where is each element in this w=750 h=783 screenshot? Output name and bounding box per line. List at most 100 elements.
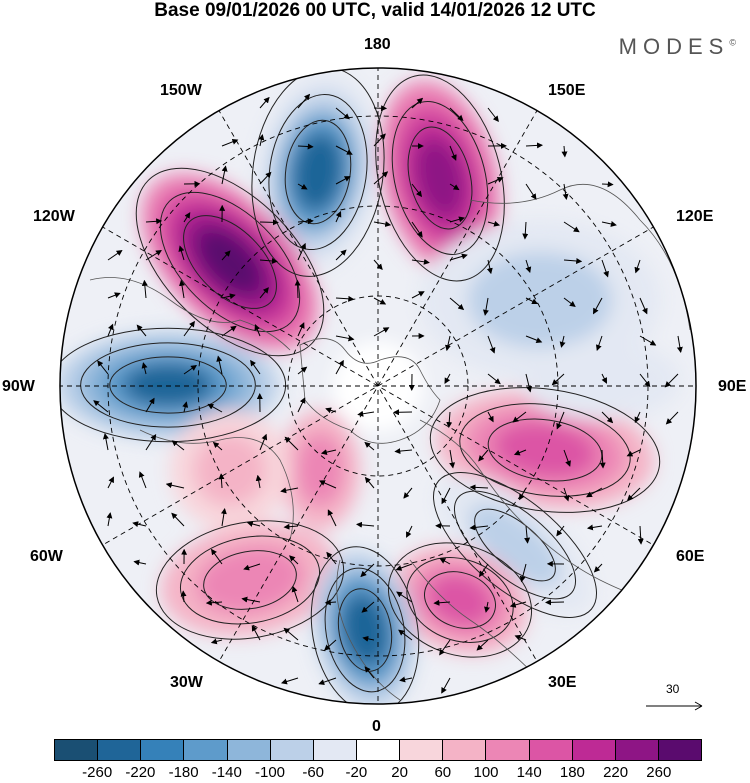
- wind-arrow: [373, 221, 392, 227]
- wind-arrow: [297, 242, 306, 261]
- wind-arrow: [563, 297, 576, 307]
- contour-line: [159, 191, 301, 333]
- wind-arrow: [561, 145, 568, 158]
- wind-arrow: [525, 183, 537, 200]
- wind-arrow: [280, 677, 299, 685]
- wind-arrow: [449, 183, 460, 191]
- wind-arrow: [394, 448, 413, 455]
- wind-arrow: [487, 107, 499, 123]
- wind-arrow: [106, 512, 113, 527]
- wind-arrow: [178, 245, 185, 261]
- wind-arrow: [361, 601, 375, 613]
- lon-label-150w: 150W: [160, 82, 202, 99]
- wind-arrow: [325, 407, 337, 414]
- wind-arrow: [433, 599, 451, 606]
- wind-arrow: [439, 558, 451, 565]
- anomaly-region: [520, 340, 680, 420]
- wind-arrow: [449, 449, 456, 469]
- anomaly-region: [292, 132, 344, 212]
- wind-arrow: [601, 181, 614, 188]
- colorbar-swatch: [657, 740, 702, 760]
- contour-line: [429, 387, 661, 513]
- coastline: [299, 338, 441, 444]
- wind-arrow: [258, 133, 265, 147]
- wind-arrow: [595, 335, 603, 351]
- wind-arrow: [399, 676, 413, 683]
- wind-arrow: [250, 359, 261, 375]
- wind-arrow: [297, 366, 308, 375]
- contour-line: [80, 342, 256, 428]
- wind-arrow: [138, 471, 147, 489]
- wind-arrow: [324, 599, 337, 606]
- wind-arrow: [563, 487, 570, 502]
- wind-arrow: [444, 373, 451, 384]
- wind-arrow: [210, 638, 223, 645]
- wind-arrow: [634, 411, 641, 424]
- lon-label-120e: 120E: [676, 208, 714, 225]
- contour-line: [324, 567, 406, 693]
- wind-arrow: [356, 521, 375, 528]
- wind-arrow: [487, 220, 501, 227]
- wind-arrow: [487, 176, 504, 185]
- colorbar-swatch: [97, 740, 141, 760]
- wind-arrow: [133, 559, 147, 566]
- colorbar-swatch: [312, 740, 356, 760]
- wind-arrow: [441, 487, 451, 505]
- wind-arrow: [525, 142, 544, 149]
- coastline: [336, 559, 401, 701]
- wind-arrow: [509, 601, 527, 608]
- lon-label-180: 180: [364, 36, 391, 53]
- anomaly-region: [296, 434, 344, 506]
- wind-arrow: [411, 183, 423, 198]
- wind-arrow: [599, 449, 606, 469]
- wind-arrow: [216, 355, 223, 375]
- wind-arrow: [205, 599, 223, 606]
- wind-arrow: [364, 666, 375, 679]
- wind-arrow: [107, 323, 114, 337]
- lon-label-60w: 60W: [30, 548, 63, 565]
- wind-arrow: [182, 401, 189, 413]
- contour-line: [268, 93, 368, 251]
- wind-arrow: [357, 410, 375, 417]
- wind-arrow: [563, 258, 583, 265]
- wind-arrow: [221, 325, 237, 337]
- colorbar-tick-label: -20: [345, 764, 368, 781]
- wind-arrow: [601, 373, 607, 384]
- wind-arrow: [556, 525, 565, 537]
- wind-arrow: [373, 297, 387, 305]
- wind-arrow: [676, 335, 683, 354]
- contour-line: [375, 74, 505, 282]
- colorbar-swatch: [355, 740, 400, 760]
- wind-arrow: [251, 625, 261, 641]
- colorbar-swatch: [55, 740, 98, 760]
- wind-arrow: [326, 551, 337, 565]
- wind-arrow: [335, 210, 342, 223]
- wind-arrow: [93, 400, 109, 413]
- wind-arrow: [411, 291, 425, 299]
- lon-label-120w: 120W: [33, 208, 75, 225]
- wind-arrow: [221, 250, 231, 261]
- colorbar-tick-label: -140: [211, 764, 242, 781]
- map-title: Base 09/01/2026 00 UTC, valid 14/01/2026…: [154, 0, 596, 21]
- wind-arrow: [441, 677, 451, 694]
- colorbar-tick-label: 60: [434, 764, 452, 781]
- colorbar-swatch: [442, 740, 486, 760]
- contour-line: [183, 215, 277, 309]
- wind-arrow: [446, 411, 453, 429]
- wind-arrow: [180, 590, 187, 603]
- wind-arrow: [335, 249, 347, 261]
- lon-label-150e: 150E: [548, 82, 586, 99]
- colorbar: [54, 739, 702, 761]
- lon-label-30e: 30E: [548, 674, 577, 691]
- wind-arrow: [556, 411, 565, 430]
- wind-arrow: [335, 107, 350, 120]
- colorbar-tick-label: 180: [559, 764, 585, 781]
- contour-line: [310, 546, 420, 704]
- vector-reference: 30: [640, 682, 710, 722]
- wind-arrow: [335, 359, 344, 375]
- colorbar-swatch: [183, 740, 227, 760]
- wind-arrow: [411, 221, 423, 238]
- wind-arrow: [525, 259, 532, 274]
- colorbar-swatch: [140, 740, 184, 760]
- wind-arrow: [593, 563, 603, 573]
